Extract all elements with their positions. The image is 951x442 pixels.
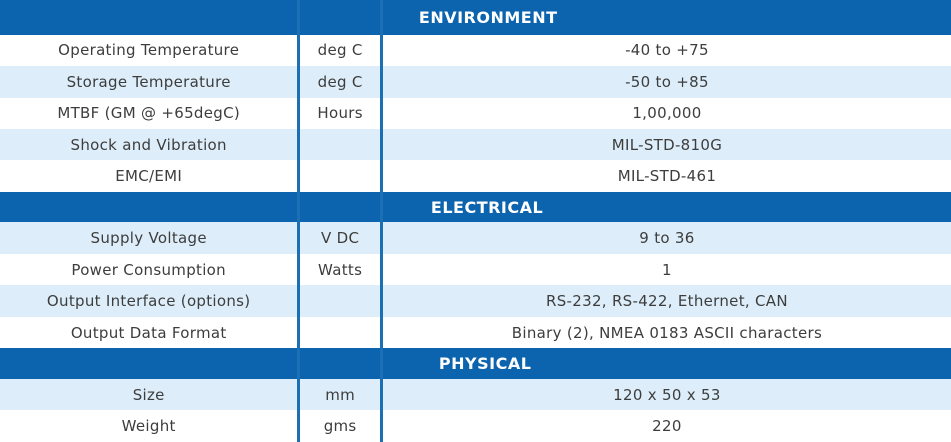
table-row: Size mm 120 x 50 x 53 bbox=[0, 378, 951, 411]
value-cell: 120 x 50 x 53 bbox=[381, 378, 951, 411]
table-row: Output Interface (options) RS-232, RS-42… bbox=[0, 285, 951, 317]
parameter-cell: Size bbox=[0, 378, 299, 411]
unit-cell: deg C bbox=[297, 66, 383, 98]
section-title: PHYSICAL bbox=[381, 348, 951, 379]
value-cell: 1,00,000 bbox=[381, 97, 951, 129]
unit-cell bbox=[297, 160, 383, 192]
section-header-electrical: ELECTRICAL bbox=[0, 191, 951, 223]
unit-cell: Hours bbox=[297, 97, 383, 129]
table-row: Power Consumption Watts 1 bbox=[0, 253, 951, 286]
value-cell: RS-232, RS-422, Ethernet, CAN bbox=[381, 285, 951, 317]
parameter-cell: Power Consumption bbox=[0, 253, 299, 286]
parameter-cell: Weight bbox=[0, 410, 299, 442]
section-title: ELECTRICAL bbox=[381, 191, 951, 223]
table-row: Operating Temperature deg C -40 to +75 bbox=[0, 34, 951, 67]
unit-cell: V DC bbox=[297, 222, 383, 254]
table-row: Supply Voltage V DC 9 to 36 bbox=[0, 222, 951, 254]
value-cell: MIL-STD-461 bbox=[381, 160, 951, 192]
unit-cell bbox=[297, 129, 383, 161]
parameter-cell: Storage Temperature bbox=[0, 66, 299, 98]
table-row: Output Data Format Binary (2), NMEA 0183… bbox=[0, 316, 951, 349]
value-cell: 9 to 36 bbox=[381, 222, 951, 254]
parameter-cell: Output Data Format bbox=[0, 316, 299, 349]
table-row: Storage Temperature deg C -50 to +85 bbox=[0, 66, 951, 98]
section-title: ENVIRONMENT bbox=[381, 0, 951, 35]
parameter-cell: Output Interface (options) bbox=[0, 285, 299, 317]
value-cell: -50 to +85 bbox=[381, 66, 951, 98]
unit-cell bbox=[297, 285, 383, 317]
value-cell: MIL-STD-810G bbox=[381, 129, 951, 161]
section-header-physical: PHYSICAL bbox=[0, 348, 951, 379]
value-cell: -40 to +75 bbox=[381, 34, 951, 67]
parameter-cell: EMC/EMI bbox=[0, 160, 299, 192]
parameter-cell: Operating Temperature bbox=[0, 34, 299, 67]
value-cell: 220 bbox=[381, 410, 951, 442]
table-row: Shock and Vibration MIL-STD-810G bbox=[0, 129, 951, 161]
parameter-cell: MTBF (GM @ +65degC) bbox=[0, 97, 299, 129]
table-row: EMC/EMI MIL-STD-461 bbox=[0, 160, 951, 192]
table-row: MTBF (GM @ +65degC) Hours 1,00,000 bbox=[0, 97, 951, 129]
unit-cell: deg C bbox=[297, 34, 383, 67]
value-cell: Binary (2), NMEA 0183 ASCII characters bbox=[381, 316, 951, 349]
unit-cell: mm bbox=[297, 378, 383, 411]
unit-cell bbox=[297, 316, 383, 349]
unit-cell: gms bbox=[297, 410, 383, 442]
parameter-cell: Supply Voltage bbox=[0, 222, 299, 254]
table-row: Weight gms 220 bbox=[0, 410, 951, 442]
value-cell: 1 bbox=[381, 253, 951, 286]
parameter-cell: Shock and Vibration bbox=[0, 129, 299, 161]
section-header-environment: ENVIRONMENT bbox=[0, 0, 951, 35]
unit-cell: Watts bbox=[297, 253, 383, 286]
